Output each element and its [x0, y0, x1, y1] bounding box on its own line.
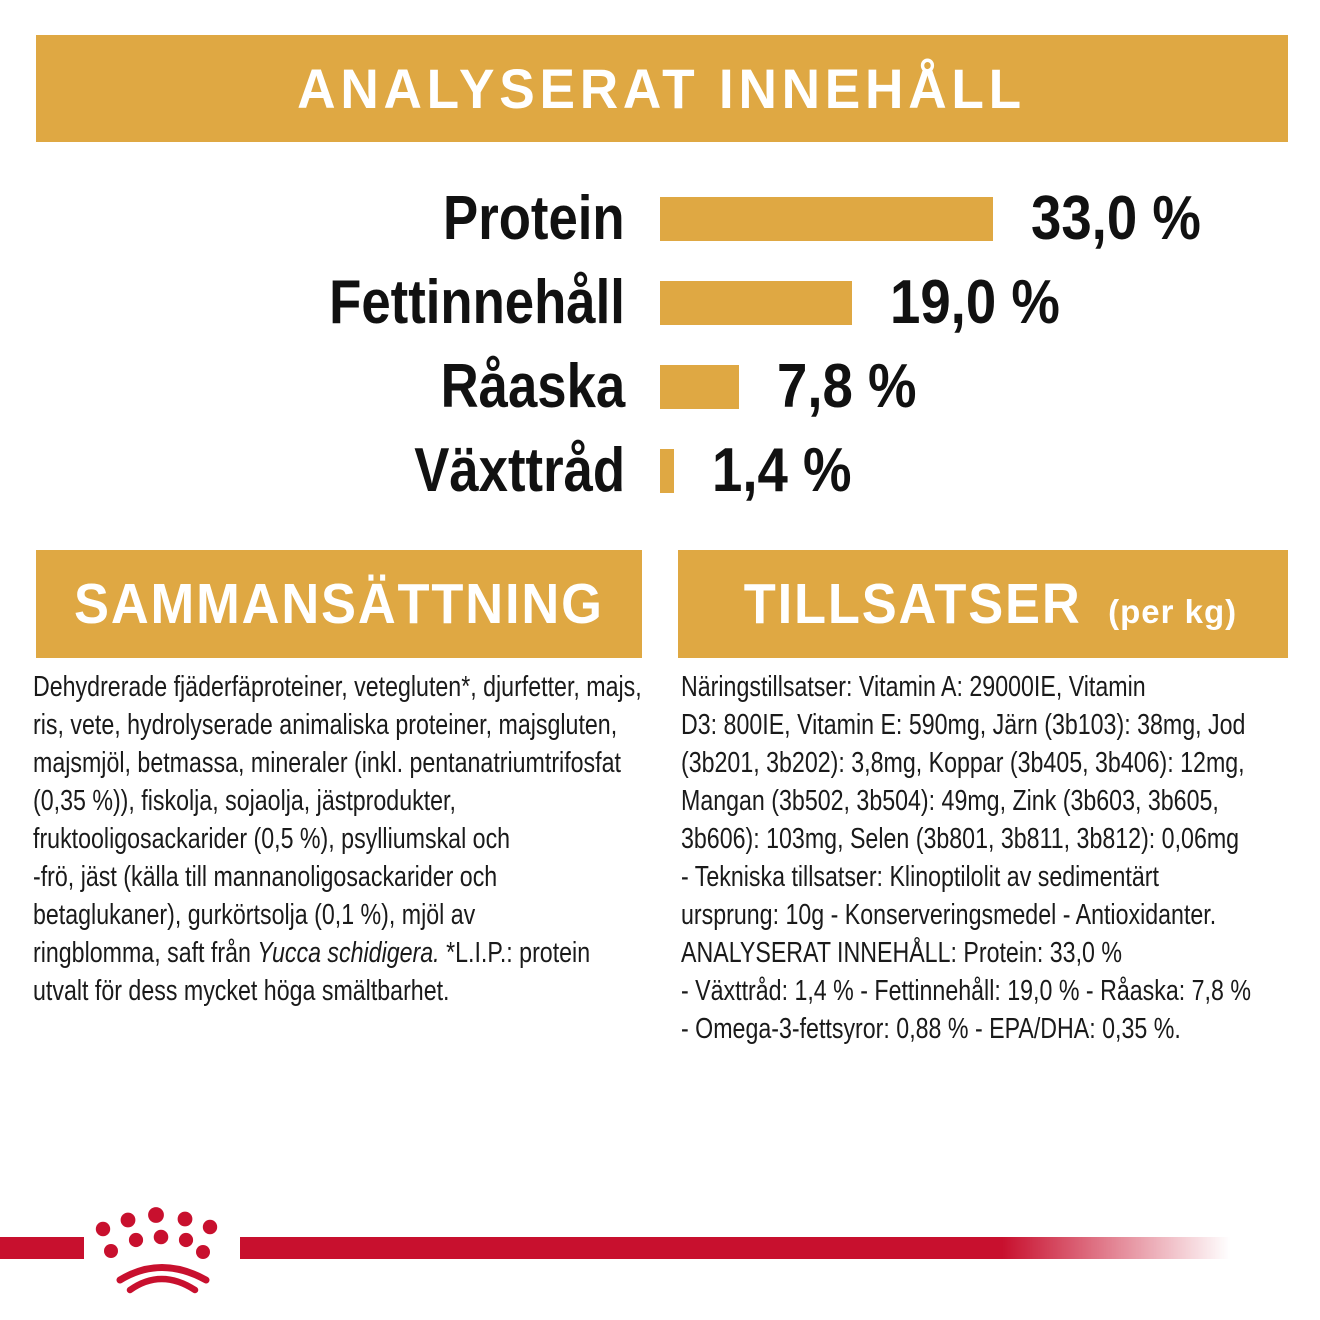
chart-row-fat: Fettinnehåll 19,0 % — [0, 268, 1320, 337]
footer-stripe-right-fading — [240, 1237, 1230, 1259]
chart-row-ash: Råaska 7,8 % — [0, 352, 1320, 421]
chart-row-fibre: Växttråd 1,4 % — [0, 436, 1320, 505]
composition-title: SAMMANSÄTTNING — [74, 572, 604, 636]
analysed-content-banner: ANALYSERAT INNEHÅLL — [36, 35, 1288, 142]
species-name-italic: Yucca schidigera. — [257, 937, 440, 969]
composition-banner: SAMMANSÄTTNING — [36, 550, 642, 658]
chart-bar-ash — [660, 365, 739, 409]
footer-stripe-left — [0, 1237, 84, 1259]
composition-text: Dehydrerade fjäderfäproteiner, veteglute… — [33, 671, 642, 1007]
analysed-content-title: ANALYSERAT INNEHÅLL — [297, 57, 1027, 120]
chart-label-fibre: Växttråd — [414, 436, 625, 505]
chart-row-protein: Protein 33,0 % — [0, 184, 1320, 253]
additives-banner: TILLSATSER (per kg) — [678, 550, 1288, 658]
nutrient-bar-chart: Protein 33,0 % Fettinnehåll 19,0 % Råask… — [0, 184, 1320, 505]
chart-value-fat: 19,0 % — [889, 268, 1060, 337]
chart-bar-fibre — [660, 449, 675, 493]
chart-label-fat: Fettinnehåll — [329, 268, 625, 337]
additives-title: TILLSATSER — [743, 572, 1082, 636]
chart-value-protein: 33,0 % — [1031, 184, 1201, 253]
royal-canin-crown-logo — [95, 1207, 218, 1294]
chart-bar-fat — [660, 281, 852, 325]
chart-label-protein: Protein — [443, 184, 625, 253]
chart-value-ash: 7,8 % — [776, 352, 917, 421]
additives-text: Näringstillsatser: Vitamin A: 29000IE, V… — [681, 671, 1251, 1045]
chart-value-fibre: 1,4 % — [712, 436, 852, 505]
chart-bar-protein — [660, 197, 993, 241]
chart-label-ash: Råaska — [440, 352, 625, 421]
additives-per-kg-suffix: (per kg) — [1108, 593, 1238, 630]
